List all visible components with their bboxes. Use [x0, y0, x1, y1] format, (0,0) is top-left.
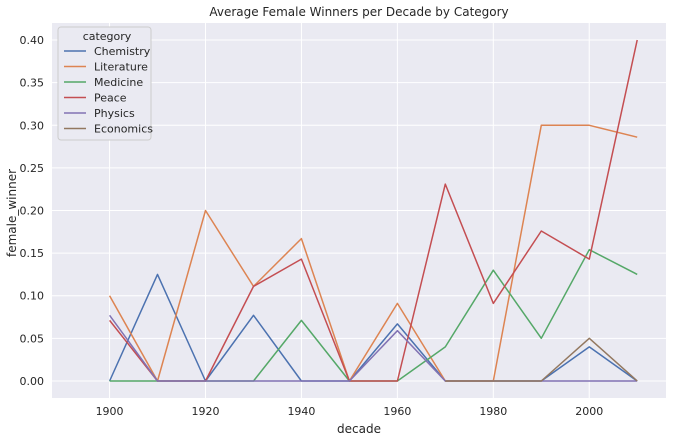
x-tick-label: 2000: [575, 405, 603, 418]
x-axis-label: decade: [337, 422, 381, 436]
y-tick-label: 0.00: [20, 375, 45, 388]
y-tick-label: 0.10: [20, 290, 45, 303]
series-layer: [108, 39, 638, 382]
y-tick-label: 0.30: [20, 119, 45, 132]
series-line-physics: [108, 314, 638, 382]
y-tick-label: 0.40: [20, 34, 45, 47]
series-line-economics: [445, 337, 638, 382]
legend-label-physics: Physics: [94, 107, 135, 120]
y-tick-label: 0.35: [20, 77, 45, 90]
y-tick-label: 0.05: [20, 332, 45, 345]
tick-labels: 0.00 0.05 0.10 0.15 0.20 0.25 0.30 0.35 0.40 1900…: [20, 34, 604, 418]
legend-label-medicine: Medicine: [94, 76, 143, 89]
chart-title: Average Female Winners per Decade by Cat…: [209, 5, 508, 19]
y-tick-label: 0.20: [20, 205, 45, 218]
series-line-chemistry: [108, 273, 638, 382]
legend: category Chemistry Literature Medicine Peac…: [57, 26, 153, 141]
legend-label-literature: Literature: [94, 61, 148, 74]
x-tick-label: 1900: [96, 405, 124, 418]
y-tick-label: 0.15: [20, 247, 45, 260]
legend-label-peace: Peace: [94, 92, 127, 105]
x-tick-label: 1920: [192, 405, 220, 418]
legend-box: [57, 26, 152, 141]
x-tick-label: 1980: [479, 405, 507, 418]
legend-title: category: [83, 30, 132, 43]
x-tick-label: 1940: [287, 405, 315, 418]
series-line-literature: [108, 124, 638, 382]
y-tick-label: 0.25: [20, 162, 45, 175]
legend-label-economics: Economics: [94, 123, 153, 136]
legend-label-chemistry: Chemistry: [94, 45, 151, 58]
y-axis-label: female_winner: [5, 169, 19, 257]
x-tick-label: 1960: [383, 405, 411, 418]
